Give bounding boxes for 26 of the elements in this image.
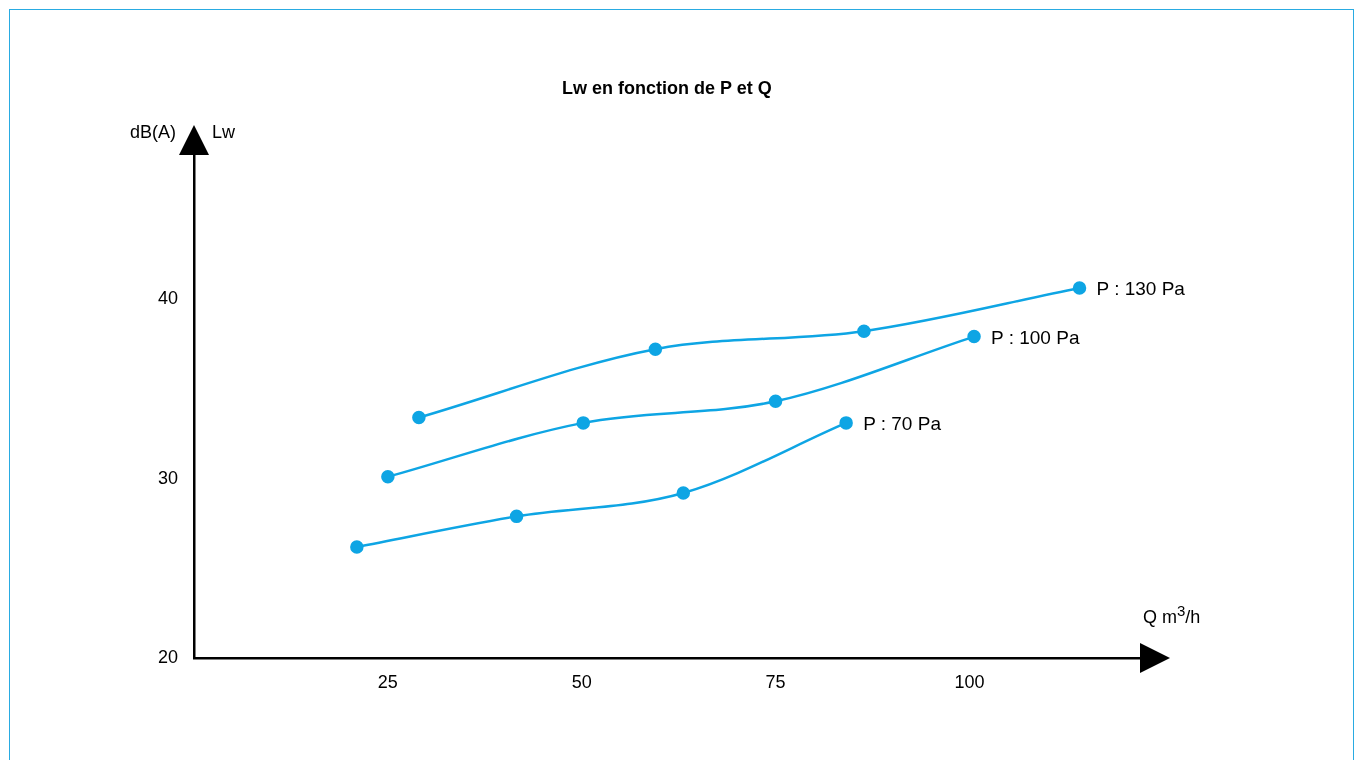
- text: dB(A): [130, 122, 177, 143]
- series-label: P : 70 Pa: [863, 413, 942, 435]
- point: [381, 470, 395, 484]
- point: [509, 509, 524, 524]
- y-axis-title: Lw: [212, 122, 236, 143]
- point: [648, 342, 663, 356]
- point: [857, 324, 871, 338]
- point: [967, 329, 981, 344]
- point: [1072, 281, 1087, 295]
- x-tick-label: 75: [765, 672, 786, 693]
- y-tick-label: 30: [157, 467, 179, 488]
- point: [412, 410, 426, 425]
- y-tick-label: 40: [157, 287, 179, 308]
- series-label: P : 130 Pa: [1096, 278, 1186, 300]
- series-label: P : 100 Pa: [991, 326, 1080, 348]
- x-tick-label: 50: [571, 672, 592, 693]
- x-tick-label: 100: [954, 672, 985, 693]
- x-tick-label: 25: [377, 672, 398, 693]
- chart-title: Lw en fonction de P et Q: [562, 78, 772, 99]
- x-axis-title: Q m$^{3}$/h: [1143, 602, 1201, 628]
- point: [768, 394, 783, 409]
- point: [350, 540, 364, 554]
- y-tick-label: 20: [157, 647, 179, 668]
- point: [576, 416, 591, 430]
- point: [839, 416, 853, 430]
- point: [676, 486, 691, 500]
